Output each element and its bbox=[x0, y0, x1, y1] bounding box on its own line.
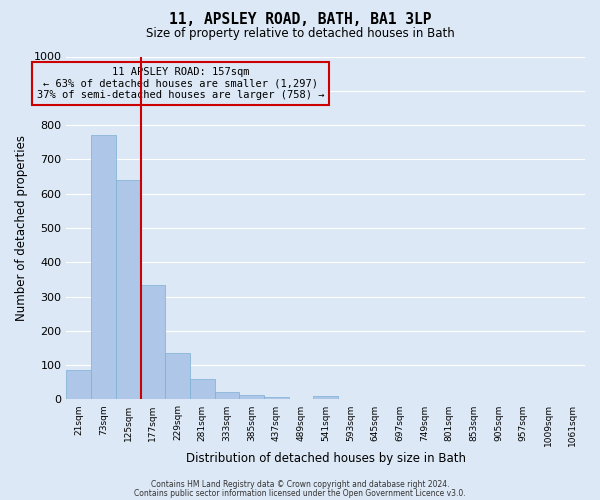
Bar bbox=[165, 353, 190, 400]
Bar bbox=[67, 370, 91, 400]
Text: 11 APSLEY ROAD: 157sqm
← 63% of detached houses are smaller (1,297)
37% of semi-: 11 APSLEY ROAD: 157sqm ← 63% of detached… bbox=[37, 67, 324, 100]
Bar bbox=[140, 284, 165, 400]
Bar bbox=[91, 136, 116, 400]
X-axis label: Distribution of detached houses by size in Bath: Distribution of detached houses by size … bbox=[186, 452, 466, 465]
Text: 11, APSLEY ROAD, BATH, BA1 3LP: 11, APSLEY ROAD, BATH, BA1 3LP bbox=[169, 12, 431, 28]
Y-axis label: Number of detached properties: Number of detached properties bbox=[15, 135, 28, 321]
Bar bbox=[264, 396, 289, 400]
Text: Contains HM Land Registry data © Crown copyright and database right 2024.: Contains HM Land Registry data © Crown c… bbox=[151, 480, 449, 489]
Bar bbox=[313, 396, 338, 400]
Bar bbox=[239, 396, 264, 400]
Text: Size of property relative to detached houses in Bath: Size of property relative to detached ho… bbox=[146, 28, 454, 40]
Bar bbox=[190, 379, 215, 400]
Bar bbox=[116, 180, 140, 400]
Bar bbox=[215, 392, 239, 400]
Text: Contains public sector information licensed under the Open Government Licence v3: Contains public sector information licen… bbox=[134, 488, 466, 498]
